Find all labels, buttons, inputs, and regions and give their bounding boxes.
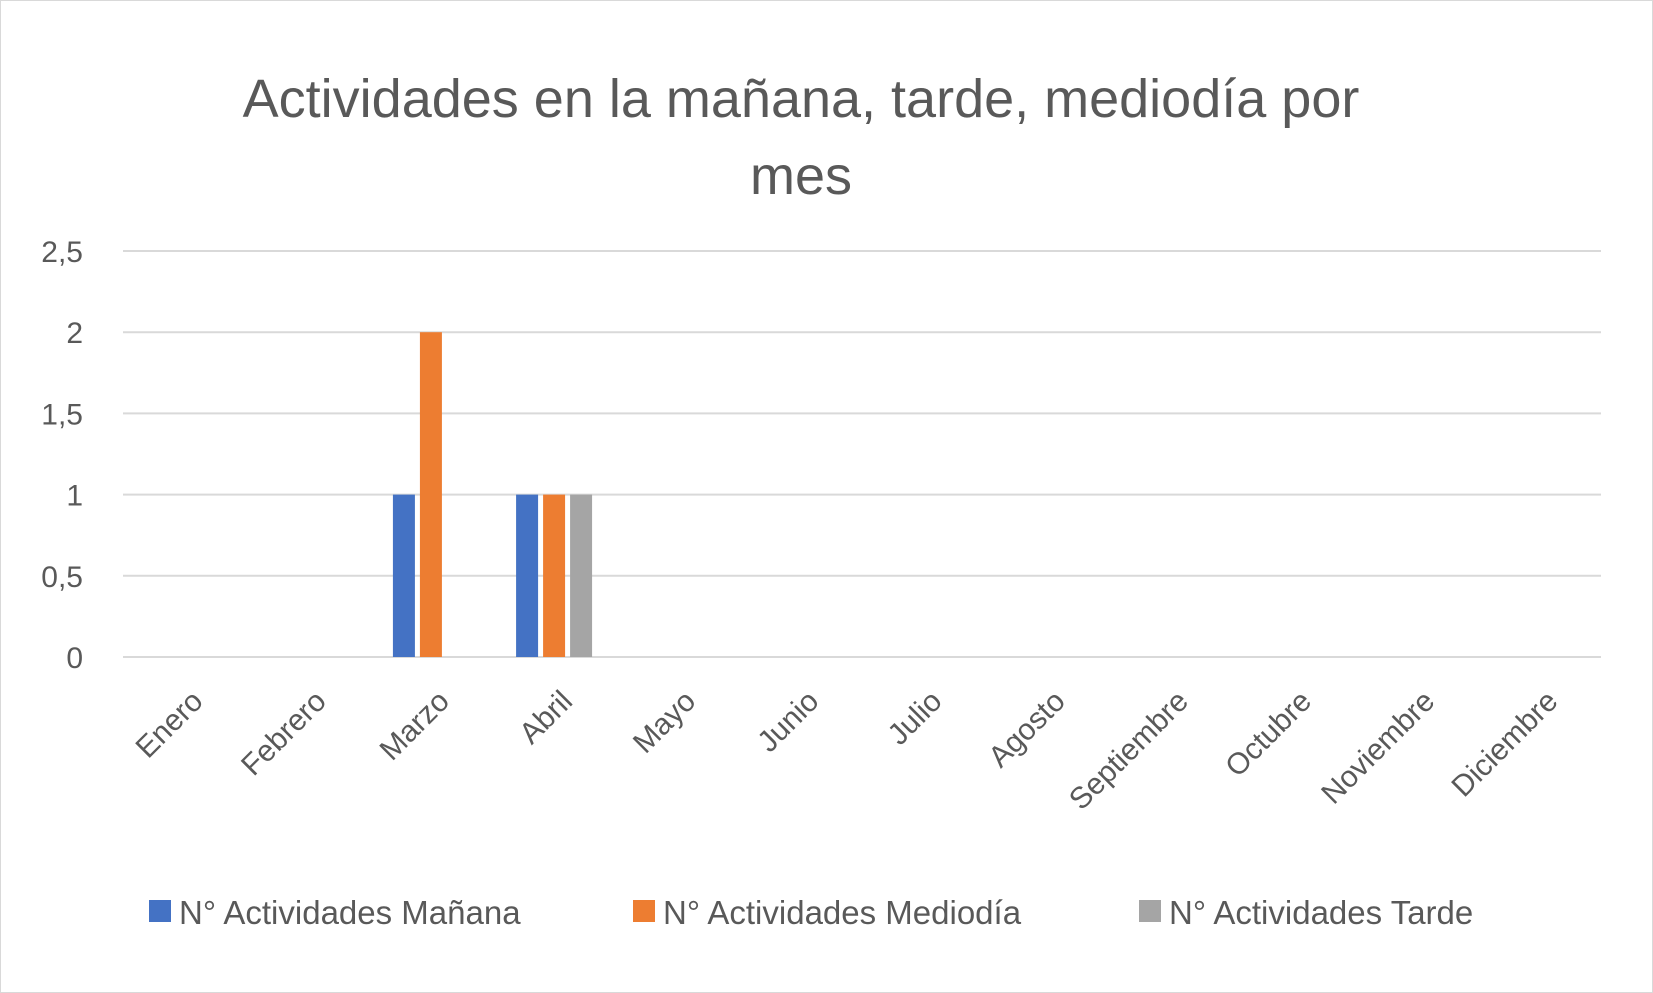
legend-swatch (149, 900, 171, 922)
x-tick-label: Diciembre (1446, 685, 1565, 804)
legend: N° Actividades Mañana N° Actividades Medi… (149, 894, 1473, 931)
y-tick-label: 1 (66, 480, 83, 513)
x-tick-label: Enero (130, 685, 210, 765)
x-tick-label: Noviembre (1315, 685, 1441, 811)
x-axis-ticks: Enero Febrero Marzo Abril Mayo Junio Julio Agos… (130, 685, 1565, 817)
y-axis-ticks: 0 0,5 1 1,5 2 2,5 (41, 236, 83, 675)
bar (392, 494, 415, 657)
x-tick-label: Octubre (1219, 685, 1318, 784)
chart-title: Actividades en la mañana, tarde, mediodí… (243, 69, 1360, 206)
y-tick-label: 0 (66, 642, 83, 675)
y-tick-label: 1,5 (41, 398, 83, 431)
chart-title-line-2: mes (750, 146, 852, 206)
x-tick-label: Febrero (235, 685, 333, 783)
x-tick-label: Agosto (982, 685, 1071, 774)
y-tick-label: 0,5 (41, 561, 83, 594)
x-tick-label: Mayo (627, 685, 702, 760)
bar (419, 332, 442, 657)
legend-label: N° Actividades Mediodía (663, 894, 1022, 931)
legend-label: N° Actividades Tarde (1169, 894, 1473, 931)
x-tick-label: Septiembre (1063, 685, 1195, 817)
bar (516, 494, 539, 657)
bars (392, 332, 593, 657)
legend-swatch (1139, 900, 1161, 922)
gridlines (123, 250, 1601, 658)
bar (543, 494, 566, 657)
chart-title-line-1: Actividades en la mañana, tarde, mediodí… (243, 69, 1360, 129)
legend-swatch (633, 900, 655, 922)
x-tick-label: Abril (513, 685, 579, 751)
x-tick-label: Junio (751, 685, 825, 759)
x-tick-label: Julio (882, 685, 949, 752)
x-tick-label: Marzo (374, 685, 456, 767)
legend-label: N° Actividades Mañana (179, 894, 521, 931)
y-tick-label: 2 (66, 317, 83, 350)
y-tick-label: 2,5 (41, 236, 83, 269)
bar (570, 494, 593, 657)
